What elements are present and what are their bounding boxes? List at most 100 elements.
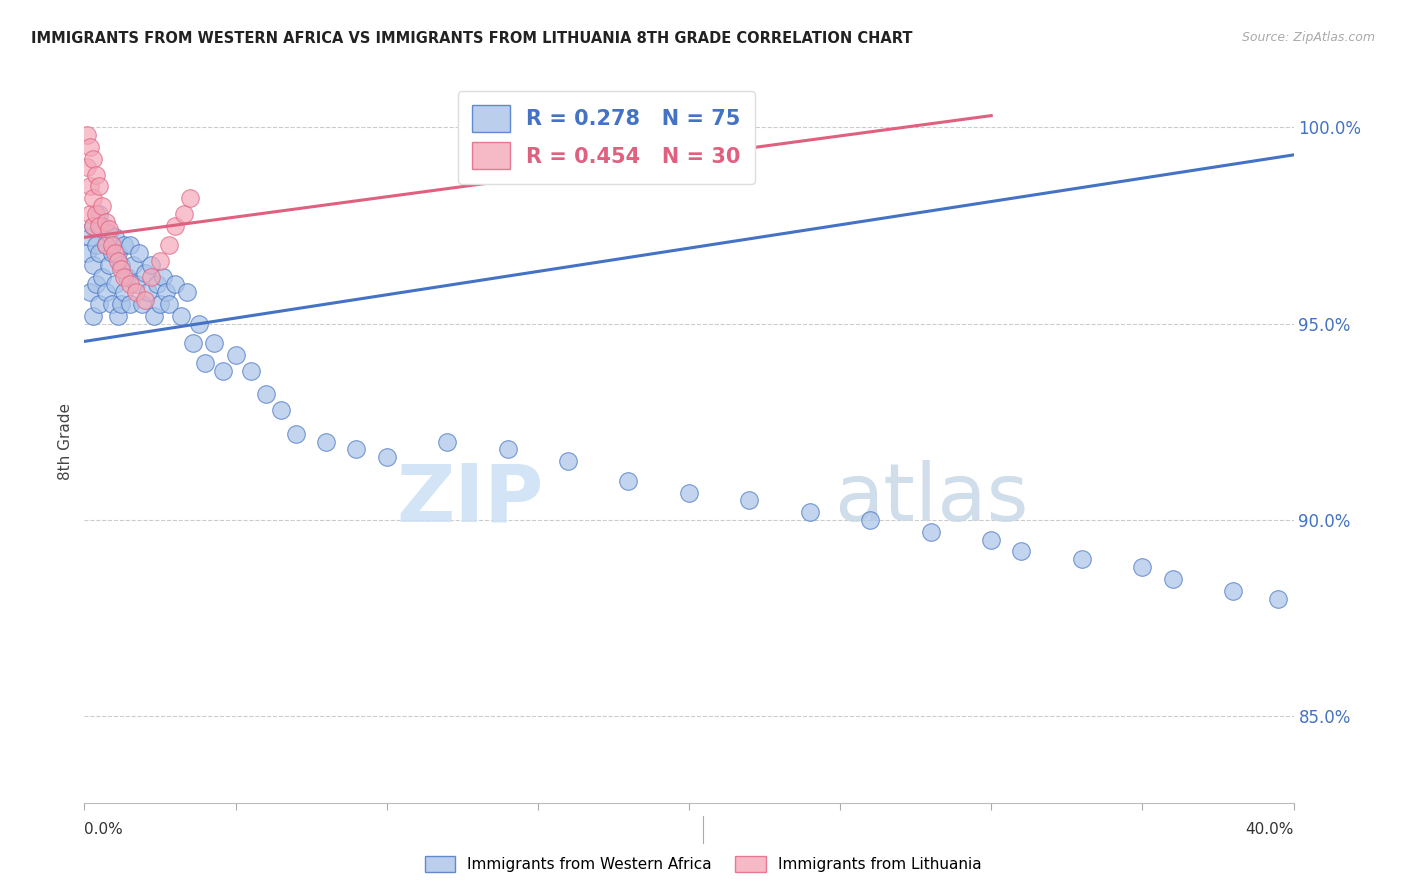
Point [165, 277, 187, 292]
Point [82, 219, 104, 233]
Point [79, 207, 101, 221]
Point [738, 493, 761, 508]
Point [188, 317, 211, 331]
Point [436, 434, 458, 449]
Point [181, 336, 204, 351]
Point [107, 309, 129, 323]
Point [76, 128, 98, 143]
Point [110, 261, 132, 276]
Point [110, 297, 132, 311]
Point [79, 140, 101, 154]
Text: atlas: atlas [834, 460, 1028, 539]
Point [86, 168, 108, 182]
Point [107, 246, 129, 260]
Point [176, 285, 198, 300]
Point [89, 297, 111, 311]
Point [76, 246, 98, 260]
Point [91, 199, 114, 213]
Point [115, 269, 138, 284]
Point [1071, 552, 1094, 566]
Point [346, 442, 368, 457]
Point [1222, 583, 1244, 598]
Point [82, 191, 104, 205]
Point [100, 297, 122, 311]
Text: 40.0%: 40.0% [1246, 822, 1294, 838]
Point [1267, 591, 1289, 606]
Point [79, 285, 101, 300]
Point [82, 219, 104, 233]
Point [100, 246, 122, 260]
Point [799, 505, 821, 519]
Point [112, 269, 135, 284]
Point [496, 442, 519, 457]
Point [89, 179, 111, 194]
Point [149, 253, 172, 268]
Point [194, 356, 217, 370]
Point [136, 285, 159, 300]
Point [285, 426, 308, 441]
Point [104, 246, 127, 260]
Point [375, 450, 398, 465]
Point [139, 269, 162, 284]
Point [155, 285, 177, 300]
Point [86, 277, 108, 292]
Point [678, 485, 700, 500]
Point [79, 179, 101, 194]
Point [165, 219, 187, 233]
Y-axis label: 8th Grade: 8th Grade [58, 403, 73, 480]
Point [112, 285, 135, 300]
Point [86, 238, 108, 252]
Point [149, 297, 172, 311]
Point [94, 238, 117, 252]
Point [139, 258, 162, 272]
Point [239, 364, 262, 378]
Point [94, 238, 117, 252]
Point [82, 309, 104, 323]
Point [1130, 560, 1153, 574]
Point [225, 348, 247, 362]
Point [859, 513, 882, 527]
Point [157, 297, 180, 311]
Point [179, 191, 201, 205]
Point [254, 387, 277, 401]
Point [97, 258, 120, 272]
Point [315, 434, 337, 449]
Point [91, 269, 114, 284]
Point [82, 258, 104, 272]
Point [173, 207, 195, 221]
Point [89, 207, 111, 221]
Point [170, 309, 193, 323]
Point [110, 258, 132, 272]
Point [131, 297, 153, 311]
Point [1161, 572, 1184, 586]
Point [76, 160, 98, 174]
Point [152, 269, 174, 284]
Point [125, 277, 148, 292]
Point [202, 336, 225, 351]
Point [1011, 544, 1033, 558]
Legend: R = 0.278   N = 75, R = 0.454   N = 30: R = 0.278 N = 75, R = 0.454 N = 30 [457, 91, 755, 184]
Point [89, 246, 111, 260]
Point [142, 309, 165, 323]
Point [121, 258, 143, 272]
Point [134, 266, 156, 280]
Point [79, 230, 101, 244]
Point [94, 214, 117, 228]
Point [89, 219, 111, 233]
Point [82, 152, 104, 166]
Point [920, 524, 942, 539]
Point [617, 474, 640, 488]
Point [134, 293, 156, 308]
Point [112, 238, 135, 252]
Point [212, 364, 235, 378]
Point [146, 277, 169, 292]
Point [97, 222, 120, 236]
Point [118, 238, 141, 252]
Point [118, 277, 141, 292]
Text: IMMIGRANTS FROM WESTERN AFRICA VS IMMIGRANTS FROM LITHUANIA 8TH GRADE CORRELATIO: IMMIGRANTS FROM WESTERN AFRICA VS IMMIGR… [31, 31, 912, 46]
Point [157, 238, 180, 252]
Text: 0.0%: 0.0% [84, 822, 124, 838]
Point [980, 533, 1002, 547]
Point [107, 253, 129, 268]
Point [97, 227, 120, 241]
